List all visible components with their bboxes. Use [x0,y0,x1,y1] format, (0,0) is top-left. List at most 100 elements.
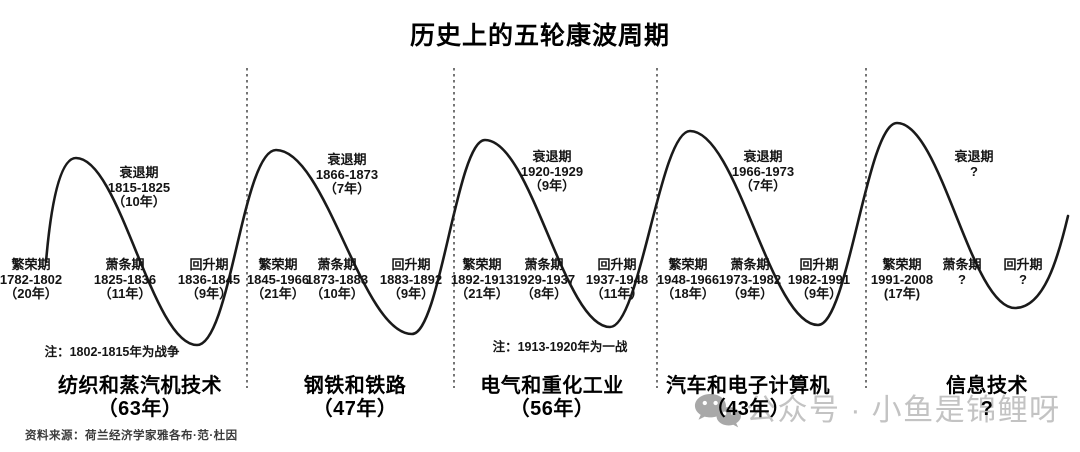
phase-years: 1937-1948 [585,271,649,287]
phase-years: 1825-1836 [93,271,157,287]
source-note: 资料来源：荷兰经济学家雅各布·范·杜因 [25,430,238,442]
c4-tech: 汽车和电子计算机 （43年） [666,375,830,421]
phase-years: 1948-1966 [656,271,720,287]
phase-years: 1966-1973 [731,163,795,179]
c5-depression: 萧条期 ? [942,257,982,287]
phase-duration: （10年） [112,194,166,209]
phase-name: 萧条期 [524,257,564,272]
c1-recession: 衰退期 1815-1825 （10年） [107,165,171,210]
c3-prosperity: 繁荣期 1892-1913 （21年） [450,257,514,302]
kondratiev-wave-curve [44,121,1070,347]
phase-years: 1929-1937 [512,271,576,287]
c4-depression: 萧条期 1973-1982 （9年） [718,257,782,302]
c2-recession: 衰退期 1866-1873 （7年） [315,152,379,197]
phase-name: 繁荣期 [462,257,502,272]
watermark: 公众号 · 小鱼是锦鲤呀 [694,393,1061,428]
tech-duration: （47年） [312,398,398,420]
phase-name: 衰退期 [327,152,367,167]
c1-prosperity: 繁荣期 1782-1802 （20年） [0,257,63,302]
phase-years: 1982-1991 [787,271,851,287]
phase-name: 繁荣期 [11,257,51,272]
phase-years: ? [970,163,978,179]
phase-duration: （11年） [590,286,644,301]
phase-years: 1991-2008 [870,271,934,287]
phase-years: 1973-1982 [718,271,782,287]
phase-duration: （9年） [387,286,435,301]
phase-name: 衰退期 [119,165,159,180]
phase-years: 1815-1825 [107,179,171,195]
phase-name: 回升期 [597,257,637,272]
phase-duration: （8年） [520,286,568,301]
phase-name: 回升期 [189,257,229,272]
c5-recession: 衰退期 ? [954,149,994,179]
phase-duration: （10年） [310,286,364,301]
tech-name: 信息技术 [946,375,1028,397]
phase-duration: （11年） [98,286,152,301]
phase-duration: （7年） [323,181,371,196]
tech-name: 纺织和蒸汽机技术 [58,375,222,397]
phase-years: 1920-1929 [520,163,584,179]
phase-name: 繁荣期 [258,257,298,272]
c5-tech: 信息技术 ? [946,375,1028,421]
watermark-text: 公众号 · 小鱼是锦鲤呀 [746,393,1061,427]
phase-years: 1892-1913 [450,271,514,287]
note-war: 注：1802-1815年为战争 [44,345,180,359]
c1-tech: 纺织和蒸汽机技术 （63年） [58,375,222,421]
tech-duration: （56年） [509,398,595,420]
tech-name: 电气和重化工业 [480,375,624,397]
c5-recovery: 回升期 ? [1003,257,1043,287]
phase-years: ? [958,271,966,287]
wechat-icon [694,394,741,428]
c3-tech: 电气和重化工业 （56年） [480,375,624,421]
phase-duration: （9年） [726,286,774,301]
phase-name: 萧条期 [105,257,145,272]
phase-duration: (17年) [883,286,921,301]
phase-years: 1873-1883 [305,271,369,287]
c4-prosperity: 繁荣期 1948-1966 （18年） [656,257,720,302]
phase-years: 1845-1966 [246,271,310,287]
c2-prosperity: 繁荣期 1845-1966 （21年） [246,257,310,302]
phase-years: 1866-1873 [315,166,379,182]
phase-duration: （21年） [251,286,305,301]
page-title: 历史上的五轮康波周期 [409,22,670,50]
c3-recession: 衰退期 1920-1929 （9年） [520,149,584,194]
phase-name: 萧条期 [730,257,770,272]
phase-duration: （7年） [739,178,787,193]
phase-years: 1883-1892 [379,271,443,287]
tech-duration: （63年） [97,398,183,420]
phase-years: ? [1019,271,1027,287]
phase-duration: （9年） [528,178,576,193]
phase-years: 1836-1845 [177,271,241,287]
phase-duration: （18年） [661,286,715,301]
phase-name: 繁荣期 [668,257,708,272]
phase-name: 回升期 [391,257,431,272]
phase-duration: （9年） [185,286,233,301]
tech-duration: ? [980,398,994,420]
phase-duration: （21年） [455,286,509,301]
phase-duration: （9年） [795,286,843,301]
tech-name: 钢铁和铁路 [303,375,407,397]
note-ww1: 注：1913-1920年为一战 [492,340,628,354]
tech-name: 汽车和电子计算机 [666,375,830,397]
c5-prosperity: 繁荣期 1991-2008 (17年) [870,257,934,302]
phase-name: 萧条期 [942,257,982,272]
c1-depression: 萧条期 1825-1836 （11年） [93,257,157,302]
tech-duration: （43年） [705,398,791,420]
c2-depression: 萧条期 1873-1883 （10年） [305,257,369,302]
phase-name: 回升期 [1003,257,1043,272]
c3-recovery: 回升期 1937-1948 （11年） [585,257,649,302]
c3-depression: 萧条期 1929-1937 （8年） [512,257,576,302]
c4-recession: 衰退期 1966-1973 （7年） [731,149,795,194]
phase-duration: （20年） [4,286,58,301]
phase-name: 繁荣期 [882,257,922,272]
c2-tech: 钢铁和铁路 （47年） [304,375,407,421]
phase-name: 衰退期 [743,149,783,164]
c2-recovery: 回升期 1883-1892 （9年） [379,257,443,302]
phase-years: 1782-1802 [0,271,63,287]
phase-name: 萧条期 [317,257,357,272]
phase-name: 回升期 [799,257,839,272]
c1-recovery: 回升期 1836-1845 （9年） [177,257,241,302]
phase-name: 衰退期 [954,149,994,164]
c4-recovery: 回升期 1982-1991 （9年） [787,257,851,302]
